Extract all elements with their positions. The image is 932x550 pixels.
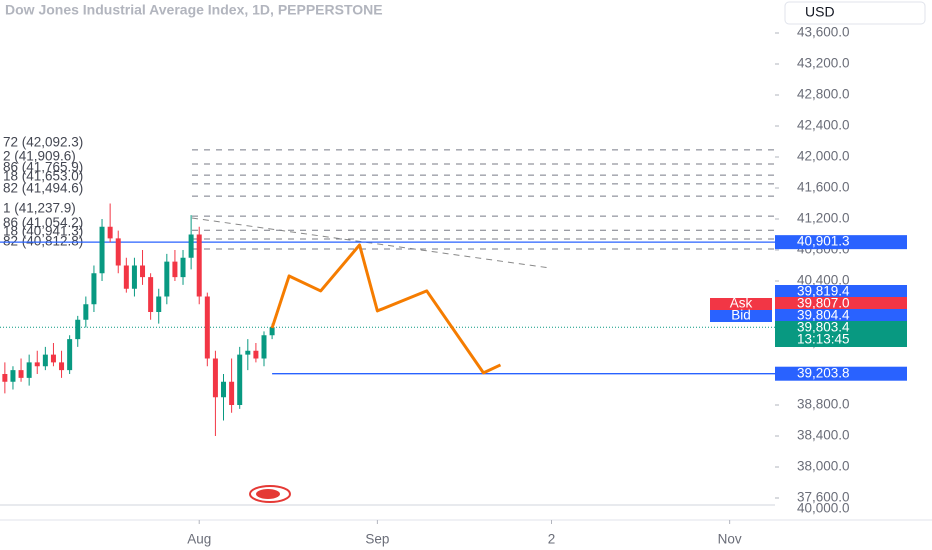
y-tick-label: 38,400.0 [797,428,850,443]
candle-body [10,370,16,382]
candle-body [131,265,137,289]
y-tick-label: 42,800.0 [797,87,850,102]
candle-body [180,257,186,278]
candle-body [172,261,178,278]
candle-body [221,381,227,398]
candle-body [107,226,113,239]
fib-label: 18 (40,941.3) [3,224,83,239]
hline-price: 40,901.3 [797,234,850,249]
candle-body [245,350,251,355]
tag-box [710,310,772,322]
y-tick-label: 42,000.0 [797,149,850,164]
candle-body [50,354,56,363]
candle-body [99,226,105,274]
candle-body [75,319,81,340]
currency-button[interactable] [784,1,926,25]
price-tag: Ask [730,296,753,311]
currency[interactable]: USD [805,4,835,20]
y-tick-label: 42,400.0 [797,118,850,133]
tag-box [710,298,772,310]
hline-price: 39,203.8 [797,365,850,380]
candle-body [34,362,40,367]
fib-label: 1 (41,237.9) [3,201,76,216]
candle-body [164,261,170,297]
hline-price-box [775,235,907,250]
candle-body [123,265,129,289]
y-tick-label: 41,600.0 [797,180,850,195]
price-tag: Bid [731,308,751,323]
candle-body [83,304,89,320]
candle-body [67,339,73,371]
logo [249,485,291,503]
fib-label: 86 (41,765.9) [3,160,83,175]
candle-body [91,273,97,305]
candle-body [2,374,8,382]
candle-body [188,234,194,258]
y-tick-label: 43,200.0 [797,56,850,71]
trend-line [191,217,551,269]
fib-label: 82 (40,812.8) [3,234,83,249]
candle-body [140,265,146,278]
candle-body [196,234,202,297]
x-tick-label: Aug [187,532,211,547]
candle-body [18,370,24,378]
y-tick-label: 43,600.0 [797,25,850,40]
y-tick-label: 40,400.0 [797,273,850,288]
price-label: 39,803.4 [797,320,850,335]
y-tick-label: 38,800.0 [797,397,850,412]
candle-body [115,238,121,266]
x-tick-label: 2 [548,532,556,547]
countdown-box [775,333,907,347]
fib-label: 72 (42,092.3) [3,134,83,149]
fib-label: 86 (41,054.2) [3,215,83,230]
candle-body [253,350,259,359]
price-label: 39,804.4 [797,308,850,323]
y-tick-label: 37,600.0 [797,490,850,505]
candle-body [148,277,154,312]
fib-label: 2 (41,909.6) [3,149,76,164]
countdown: 13:13:45 [797,332,850,347]
candle-body [42,354,48,367]
candle-body [237,354,243,405]
y-tick-label: 38,000.0 [797,459,850,474]
hline-price-box [775,366,907,381]
price-label-box [775,309,907,323]
chart-title: Dow Jones Industrial Average Index, 1D, … [5,2,383,18]
price-label: 39,807.0 [797,296,850,311]
price-label-box [775,285,907,299]
x-tick-label: Nov [718,532,742,547]
fib-label: 18 (41,653.0) [3,168,83,183]
candle-body [229,381,235,405]
candle-body [26,362,32,378]
extra-axis-label: 40,000.0 [797,501,850,516]
x-tick-label: Sep [365,532,389,547]
projection-line [270,243,502,375]
candle-body [269,327,275,336]
fib-label: 82 (41,494.6) [3,181,83,196]
candle-body [212,358,218,398]
price-label: 39,819.4 [797,284,850,299]
candle-body [156,296,162,312]
y-tick-label: 41,200.0 [797,211,850,226]
candle-body [204,296,210,359]
candle-body [59,362,65,371]
candle-body [261,335,267,359]
price-label-box [775,297,907,311]
price-label-box [775,321,907,335]
